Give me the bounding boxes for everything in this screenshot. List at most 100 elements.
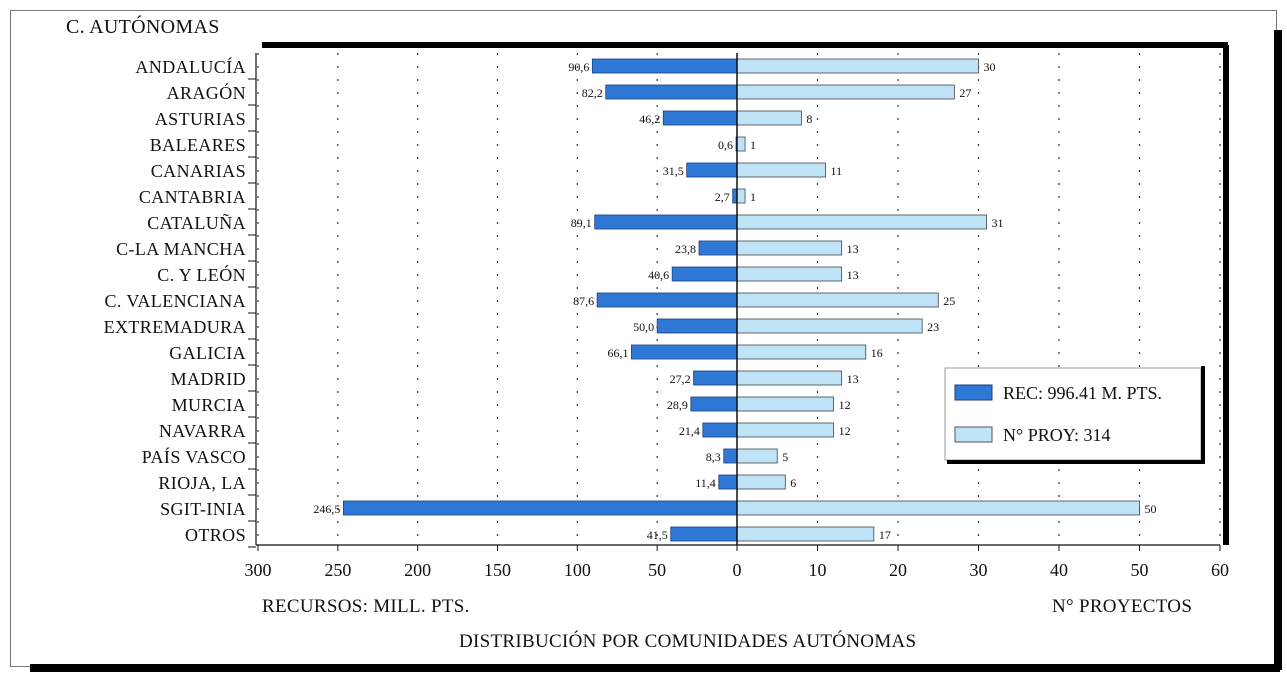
bar-proy-2 [736, 110, 802, 126]
data-label-proy-14: 12 [839, 424, 851, 438]
legend-swatch-proy [954, 426, 993, 443]
bar-proy-7 [736, 240, 843, 256]
legend-swatch-rec [954, 384, 993, 401]
data-label-rec-12: 27,2 [670, 372, 691, 386]
category-label-5: CANTABRIA [139, 187, 246, 207]
legend-box-shadow [947, 366, 1205, 464]
bar-proy-9 [736, 292, 939, 308]
data-label-proy-7: 13 [847, 242, 859, 256]
category-label-2: ASTURIAS [155, 109, 246, 129]
bar-rec-9 [596, 292, 738, 308]
bar-proy-5 [736, 188, 746, 204]
bar-proy-14 [736, 422, 834, 438]
data-label-rec-4: 31,5 [663, 164, 684, 178]
category-label-8: C. Y LEÓN [157, 264, 246, 285]
tick-label-left-200: 200 [404, 560, 431, 580]
bar-rec-13 [690, 396, 738, 412]
bar-rec-0 [591, 58, 738, 74]
category-label-6: CATALUÑA [147, 212, 246, 233]
data-label-proy-13: 12 [839, 398, 851, 412]
data-label-rec-10: 50,0 [633, 320, 654, 334]
data-label-rec-11: 66,1 [607, 346, 628, 360]
bar-proy-6 [736, 214, 987, 230]
bar-proy-17 [736, 500, 1140, 516]
data-label-rec-9: 87,6 [573, 294, 594, 308]
data-label-rec-2: 46,2 [639, 112, 660, 126]
data-label-rec-18: 41,5 [647, 528, 668, 542]
bar-rec-7 [698, 240, 738, 256]
tick-label-right-30: 30 [970, 560, 988, 580]
bar-proy-16 [736, 474, 786, 490]
tick-label-left-300: 300 [245, 560, 272, 580]
bar-rec-16 [718, 474, 738, 490]
category-label-11: GALICIA [169, 343, 246, 363]
data-label-rec-13: 28,9 [667, 398, 688, 412]
data-label-rec-3: 0,6 [718, 138, 733, 152]
bar-rec-10 [656, 318, 738, 334]
tick-label-left-50: 50 [648, 560, 666, 580]
chart-title: DISTRIBUCIÓN POR COMUNIDADES AUTÓNOMAS [459, 631, 917, 652]
data-label-proy-12: 13 [847, 372, 859, 386]
bar-proy-12 [736, 370, 843, 386]
legend-label-rec: REC: 996.41 M. PTS. [1003, 383, 1162, 403]
category-label-16: RIOJA, LA [158, 473, 246, 493]
data-label-proy-11: 16 [871, 346, 883, 360]
tick-label-left-250: 250 [324, 560, 351, 580]
bar-rec-6 [594, 214, 738, 230]
data-label-proy-15: 5 [782, 450, 788, 464]
tick-label-left-100: 100 [564, 560, 591, 580]
frame-shadow-bottom [30, 664, 1280, 672]
tick-label-right-60: 60 [1211, 560, 1229, 580]
data-label-rec-5: 2,7 [715, 190, 730, 204]
data-label-proy-8: 13 [847, 268, 859, 282]
data-label-proy-3: 1 [750, 138, 756, 152]
frame-shadow-right [1274, 30, 1282, 670]
axes-group: 300 250 200 150 100 50 0 10 20 30 40 50 60ANDALUCÍAA… [104, 53, 1229, 580]
data-label-rec-7: 23,8 [675, 242, 696, 256]
category-label-13: MURCIA [172, 395, 246, 415]
data-label-proy-0: 30 [984, 60, 996, 74]
tick-label-left-0: 0 [733, 560, 742, 580]
legend: REC: 996.41 M. PTS. N° PROY: 314 [944, 366, 1205, 464]
data-label-rec-6: 89,1 [571, 216, 592, 230]
data-label-proy-18: 17 [879, 528, 891, 542]
tick-label-right-10: 10 [809, 560, 827, 580]
bar-proy-10 [736, 318, 923, 334]
data-label-proy-2: 8 [806, 112, 812, 126]
bar-proy-1 [736, 84, 955, 100]
tick-label-right-40: 40 [1050, 560, 1068, 580]
data-label-proy-5: 1 [750, 190, 756, 204]
data-label-proy-4: 11 [831, 164, 843, 178]
bar-proy-0 [736, 58, 979, 74]
bar-rec-12 [693, 370, 738, 386]
data-label-rec-8: 40,6 [648, 268, 669, 282]
bar-rec-18 [670, 526, 738, 542]
data-label-proy-6: 31 [992, 216, 1004, 230]
category-label-14: NAVARRA [159, 421, 246, 441]
bar-rec-11 [631, 344, 738, 360]
category-label-7: C-LA MANCHA [116, 239, 246, 259]
category-axis-title: C. AUTÓNOMAS [66, 16, 220, 38]
bar-proy-8 [736, 266, 843, 282]
category-label-10: EXTREMADURA [104, 317, 246, 337]
bar-rec-8 [671, 266, 738, 282]
bar-rec-14 [702, 422, 738, 438]
bar-rec-4 [686, 162, 738, 178]
tick-label-right-20: 20 [889, 560, 907, 580]
bar-proy-18 [736, 526, 875, 542]
category-label-9: C. VALENCIANA [104, 291, 246, 311]
bar-proy-3 [736, 136, 746, 152]
bar-proy-11 [736, 344, 867, 360]
category-label-0: ANDALUCÍA [135, 56, 246, 77]
bar-proy-13 [736, 396, 834, 412]
legend-label-proy: N° PROY: 314 [1003, 425, 1111, 445]
bar-proy-15 [736, 448, 778, 464]
data-label-rec-14: 21,4 [679, 424, 700, 438]
bar-proy-4 [736, 162, 826, 178]
category-label-17: SGIT-INIA [160, 499, 246, 519]
bar-rec-1 [605, 84, 738, 100]
bar-rec-17 [343, 500, 738, 516]
left-axis-title: RECURSOS: MILL. PTS. [262, 596, 470, 617]
category-label-3: BALEARES [150, 135, 246, 155]
